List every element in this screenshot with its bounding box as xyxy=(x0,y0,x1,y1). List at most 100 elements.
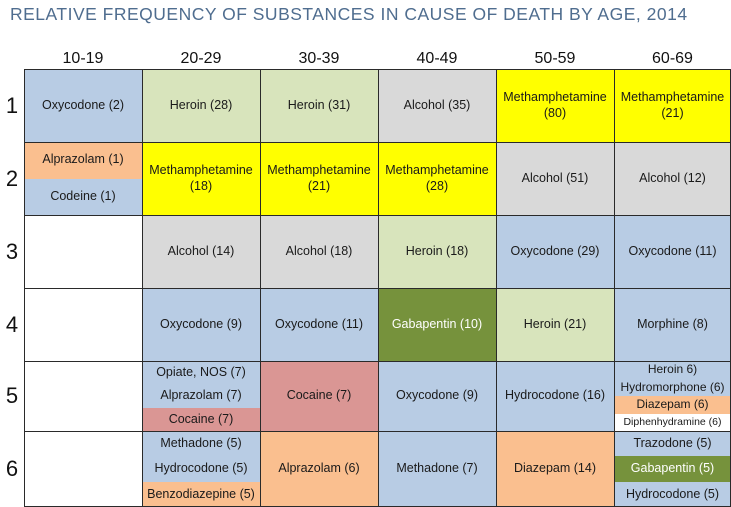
frequency-table: Oxycodone (2) Heroin (28) Heroin (31) Alcoh… xyxy=(24,69,731,507)
substance-entry: Alprazolam (1) xyxy=(24,142,142,179)
substance-entry: Morphine (8) xyxy=(614,288,731,361)
table-cell: Methadone (5) Hydrocodone (5) Benzodiazepi… xyxy=(142,431,260,507)
table-cell: Methamphetamine (28) xyxy=(378,142,496,215)
table-cell: Oxycodone (11) xyxy=(614,215,731,288)
substance-entry: Methadone (7) xyxy=(378,431,496,507)
table-cell: Heroin (18) xyxy=(378,215,496,288)
substance-entry: Diazepam (6) xyxy=(614,396,731,414)
substance-entry xyxy=(24,215,142,288)
row-header: 5 xyxy=(5,383,19,408)
table-cell: Oxycodone (9) xyxy=(142,288,260,361)
substance-entry: Alprazolam (6) xyxy=(260,431,378,507)
table-cell: Morphine (8) xyxy=(614,288,731,361)
table-cell: Gabapentin (10) xyxy=(378,288,496,361)
substance-entry: Hydrocodone (16) xyxy=(496,361,614,431)
substance-entry: Methamphetamine (21) xyxy=(614,69,731,142)
grid-line-horizontal xyxy=(24,142,731,143)
table-cell: Heroin (21) xyxy=(496,288,614,361)
substance-entry: Alcohol (18) xyxy=(260,215,378,288)
column-header: 10-19 xyxy=(62,50,104,67)
substance-entry: Alcohol (35) xyxy=(378,69,496,142)
table-cell: Trazodone (5) Gabapentin (5) Hydrocodone (… xyxy=(614,431,731,507)
substance-entry: Alprazolam (7) xyxy=(142,384,260,408)
substance-entry: Heroin 6) xyxy=(614,361,731,379)
table-cell: Heroin (31) xyxy=(260,69,378,142)
table-cell: Alcohol (51) xyxy=(496,142,614,215)
substance-entry: Oxycodone (2) xyxy=(24,69,142,142)
substance-entry xyxy=(24,361,142,431)
substance-entry: Opiate, NOS (7) xyxy=(142,361,260,385)
row-header: 2 xyxy=(5,166,19,191)
substance-entry: Cocaine (7) xyxy=(142,407,260,431)
substance-entry: Cocaine (7) xyxy=(260,361,378,431)
substance-entry: Alcohol (14) xyxy=(142,215,260,288)
grid-line-horizontal xyxy=(24,431,731,432)
substance-entry: Diazepam (14) xyxy=(496,431,614,507)
chart-title: RELATIVE FREQUENCY OF SUBSTANCES IN CAUS… xyxy=(10,4,688,24)
table-cell: Alcohol (35) xyxy=(378,69,496,142)
substance-entry: Oxycodone (9) xyxy=(142,288,260,361)
row-header: 1 xyxy=(5,93,19,118)
substance-entry: Alcohol (51) xyxy=(496,142,614,215)
row-header: 6 xyxy=(5,456,19,481)
table-cell: Alcohol (14) xyxy=(142,215,260,288)
substance-entry: Alcohol (12) xyxy=(614,142,731,215)
substance-entry: Methamphetamine (28) xyxy=(378,142,496,215)
substance-entry: Codeine (1) xyxy=(24,178,142,215)
substance-entry: Methamphetamine (80) xyxy=(496,69,614,142)
table-cell: Alprazolam (6) xyxy=(260,431,378,507)
table-cell: Methamphetamine (80) xyxy=(496,69,614,142)
table-cell xyxy=(24,215,142,288)
substance-entry: Methadone (5) xyxy=(142,431,260,457)
substance-entry: Oxycodone (11) xyxy=(260,288,378,361)
table-cell: Oxycodone (11) xyxy=(260,288,378,361)
row-header: 3 xyxy=(5,239,19,264)
column-header: 20-29 xyxy=(180,50,222,67)
table-cell: Methamphetamine (21) xyxy=(260,142,378,215)
row-header: 4 xyxy=(5,312,19,337)
table-cell: Oxycodone (9) xyxy=(378,361,496,431)
table-cell: Diazepam (14) xyxy=(496,431,614,507)
substance-entry xyxy=(24,288,142,361)
table-cell xyxy=(24,431,142,507)
column-header: 40-49 xyxy=(416,50,458,67)
table-cell xyxy=(24,288,142,361)
substance-entry: Diphenhydramine (6) xyxy=(614,413,731,431)
substance-entry: Oxycodone (29) xyxy=(496,215,614,288)
table-cell: Oxycodone (29) xyxy=(496,215,614,288)
substance-entry: Hydrocodone (5) xyxy=(142,456,260,482)
table-cell: Heroin 6) Hydromorphone (6) Diazepam (6) Di… xyxy=(614,361,731,431)
column-header: 60-69 xyxy=(652,50,693,67)
table-cell: Oxycodone (2) xyxy=(24,69,142,142)
substance-entry: Gabapentin (5) xyxy=(614,456,731,482)
substance-entry xyxy=(24,431,142,507)
substance-entry: Oxycodone (11) xyxy=(614,215,731,288)
substance-entry: Hydrocodone (5) xyxy=(614,481,731,507)
table-cell: Hydrocodone (16) xyxy=(496,361,614,431)
table-cell: Opiate, NOS (7) Alprazolam (7) Cocaine (7) xyxy=(142,361,260,431)
substance-entry: Benzodiazepine (5) xyxy=(142,481,260,507)
substance-entry: Heroin (28) xyxy=(142,69,260,142)
table-cell: Cocaine (7) xyxy=(260,361,378,431)
substance-entry: Hydromorphone (6) xyxy=(614,378,731,396)
table-cell: Alcohol (18) xyxy=(260,215,378,288)
grid-line-horizontal xyxy=(24,69,731,70)
grid-line-horizontal xyxy=(24,361,731,362)
column-header: 30-39 xyxy=(298,50,340,67)
table-cell: Alprazolam (1) Codeine (1) xyxy=(24,142,142,215)
table-cell: Methadone (7) xyxy=(378,431,496,507)
grid-line-horizontal xyxy=(24,288,731,289)
table-cell: Methamphetamine (18) xyxy=(142,142,260,215)
table-cell xyxy=(24,361,142,431)
substance-entry: Oxycodone (9) xyxy=(378,361,496,431)
substance-entry: Methamphetamine (21) xyxy=(260,142,378,215)
substance-entry: Heroin (21) xyxy=(496,288,614,361)
substance-entry: Gabapentin (10) xyxy=(378,288,496,361)
grid-line-horizontal xyxy=(24,215,731,216)
table-cell: Alcohol (12) xyxy=(614,142,731,215)
substance-entry: Methamphetamine (18) xyxy=(142,142,260,215)
substance-entry: Trazodone (5) xyxy=(614,431,731,457)
column-header: 50-59 xyxy=(534,50,576,67)
substance-entry: Heroin (31) xyxy=(260,69,378,142)
table-cell: Heroin (28) xyxy=(142,69,260,142)
